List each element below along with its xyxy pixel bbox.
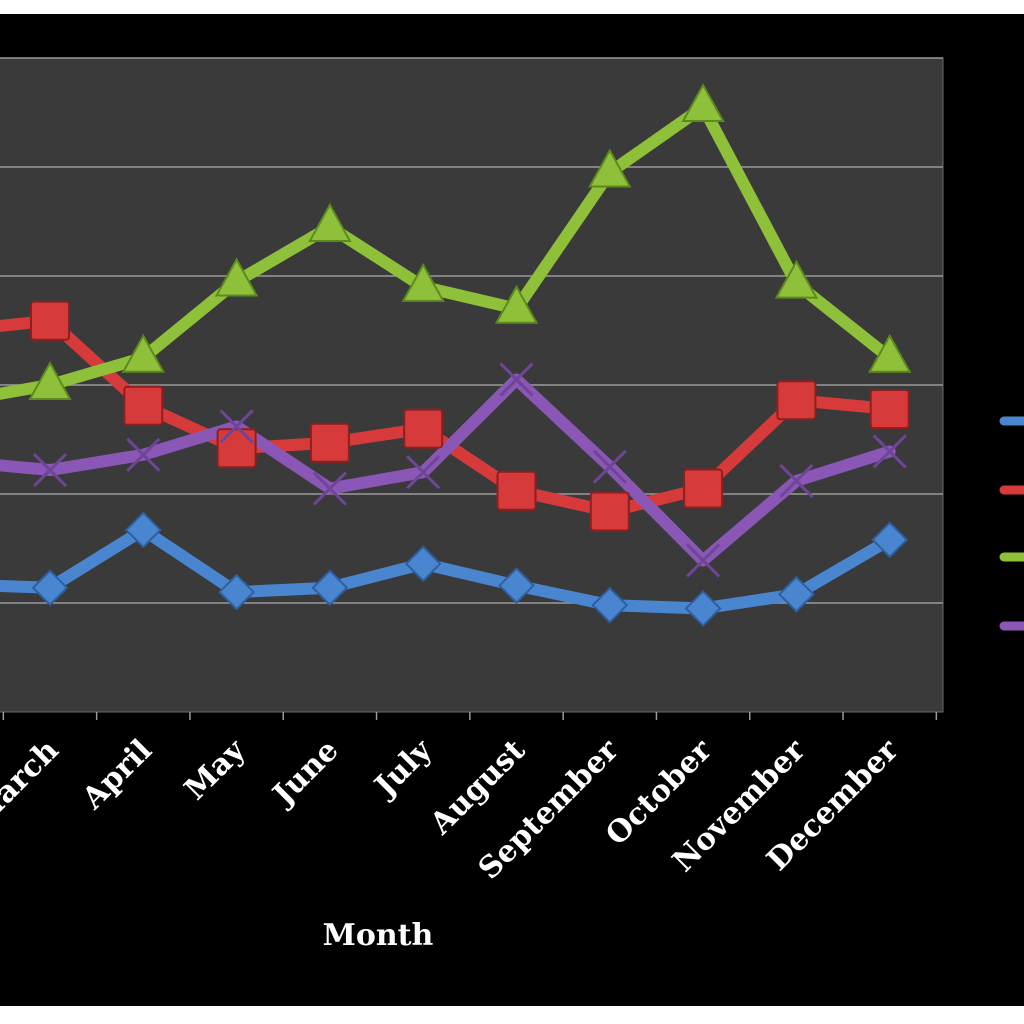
x-tick-label: March: [0, 733, 66, 835]
data-point: [312, 471, 347, 506]
data-point: [308, 202, 352, 242]
data-point: [777, 575, 815, 613]
data-point: [309, 422, 350, 463]
data-point: [592, 449, 627, 484]
data-point: [494, 284, 539, 324]
data-point: [499, 362, 534, 397]
data-point: [311, 569, 349, 607]
data-point: [401, 262, 445, 302]
data-point: [124, 511, 162, 549]
data-point: [589, 491, 630, 532]
data-point: [684, 590, 722, 627]
data-point: [28, 360, 72, 400]
data-point: [683, 468, 724, 509]
data-point: [588, 148, 632, 188]
data-point: [681, 82, 725, 123]
data-point: [32, 452, 68, 488]
x-tick-label: April: [75, 733, 159, 817]
data-point: [872, 434, 907, 469]
data-point: [776, 380, 817, 421]
data-point: [591, 586, 629, 624]
data-point: [871, 521, 909, 559]
data-point: [121, 333, 165, 373]
data-point: [404, 545, 442, 583]
x-axis: March April May June JulyAugustSeptemberOcto…: [0, 712, 938, 887]
chart-frame: March April May June July August September Octo…: [0, 14, 1024, 1006]
line-chart: March April May June JulyAugustSeptemberOcto…: [0, 57, 1024, 953]
data-point: [123, 385, 164, 426]
data-point: [686, 543, 721, 578]
data-point: [216, 428, 257, 469]
data-point: [30, 300, 70, 341]
x-axis-title: Month: [323, 918, 434, 953]
data-point: [869, 388, 910, 429]
data-point: [774, 259, 819, 299]
data-point: [126, 437, 161, 472]
x-tick-label: July: [366, 732, 440, 806]
gridlines: [0, 57, 943, 604]
data-point: [406, 455, 441, 490]
data-point: [218, 573, 256, 611]
data-point: [779, 463, 814, 498]
data-point: [496, 470, 537, 511]
data-point: [498, 567, 535, 604]
data-point: [31, 569, 69, 607]
x-tick-label: May: [178, 732, 253, 807]
data-point: [403, 408, 444, 449]
data-point: [214, 257, 259, 297]
x-tick-label: June: [264, 733, 345, 814]
data-point: [219, 409, 254, 444]
data-point: [868, 333, 912, 373]
legend: [999, 416, 1024, 631]
series-markers: [28, 82, 912, 627]
